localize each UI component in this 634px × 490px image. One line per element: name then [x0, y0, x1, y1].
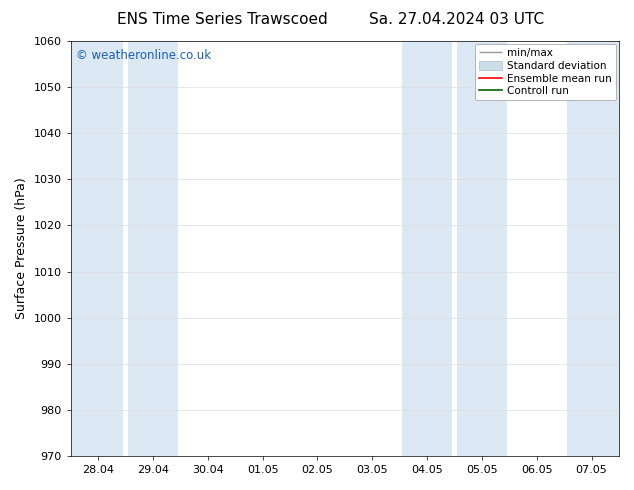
Bar	[128, 41, 178, 456]
Bar	[567, 41, 619, 456]
Bar	[403, 41, 452, 456]
Y-axis label: Surface Pressure (hPa): Surface Pressure (hPa)	[15, 178, 28, 319]
Bar	[71, 41, 123, 456]
Legend: min/max, Standard deviation, Ensemble mean run, Controll run: min/max, Standard deviation, Ensemble me…	[475, 44, 616, 100]
Text: ENS Time Series Trawscoed: ENS Time Series Trawscoed	[117, 12, 327, 27]
Bar	[457, 41, 507, 456]
Text: Sa. 27.04.2024 03 UTC: Sa. 27.04.2024 03 UTC	[369, 12, 544, 27]
Text: © weatheronline.co.uk: © weatheronline.co.uk	[76, 49, 211, 62]
